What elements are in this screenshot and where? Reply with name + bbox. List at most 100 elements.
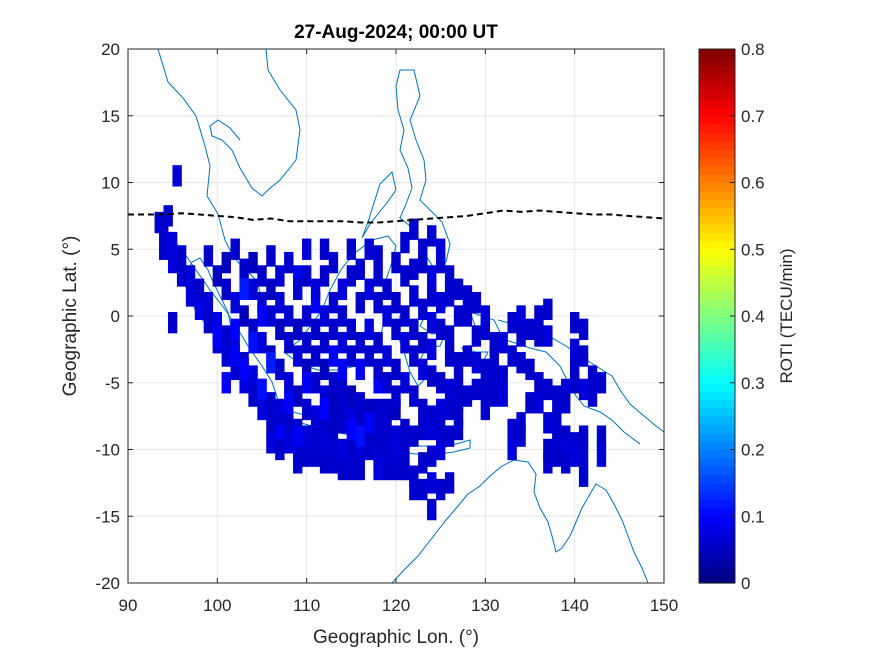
roti-cell [516, 412, 526, 434]
roti-cell [221, 345, 231, 367]
roti-cell [427, 225, 437, 247]
colorbar-segment [699, 541, 735, 551]
colorbar-segment [699, 149, 735, 159]
roti-cell [293, 452, 303, 474]
colorbar-segment [699, 407, 735, 417]
colorbar-segment [699, 82, 735, 92]
roti-cell [543, 438, 553, 461]
x-axis-ticks: 90 100 110 120 130 140 150 [119, 49, 678, 615]
roti-cell [310, 278, 321, 300]
roti-cell [355, 458, 365, 481]
colorbar-segment [699, 57, 735, 67]
roti-cell [328, 291, 339, 314]
colorbar-segment [699, 424, 735, 434]
roti-cell [230, 358, 240, 381]
roti-cell [534, 305, 544, 327]
roti-cell [275, 291, 285, 314]
roti-cell [418, 298, 428, 321]
roti-cell [525, 318, 535, 341]
roti-cell [391, 251, 401, 274]
roti-cell [578, 465, 589, 487]
roti-cell [337, 378, 348, 401]
roti-cell [569, 445, 580, 467]
roti-cell [328, 392, 339, 414]
colorbar-tick-label: 0.3 [741, 374, 765, 393]
colorbar-segment [699, 349, 735, 359]
coastline-lesser-sunda [395, 439, 471, 455]
roti-cell [516, 352, 526, 374]
roti-cell [301, 425, 312, 447]
roti-cell [516, 305, 526, 327]
roti-cell [578, 445, 589, 467]
roti-cell [507, 311, 517, 334]
roti-cell [435, 398, 446, 421]
roti-cell [373, 372, 383, 394]
roti-cell [221, 372, 231, 394]
colorbar-segment [699, 499, 735, 509]
roti-cell [561, 452, 571, 474]
x-tick-label: 90 [119, 596, 138, 615]
roti-cell [266, 305, 276, 327]
roti-cell [435, 418, 446, 441]
x-tick-label: 110 [293, 596, 320, 615]
roti-cell [275, 265, 285, 287]
roti-cell [310, 291, 321, 314]
roti-cell [248, 251, 258, 274]
colorbar-segment [699, 341, 735, 350]
roti-cell [337, 412, 348, 434]
roti-cell [266, 432, 276, 454]
roti-cell [373, 358, 383, 381]
roti-cell [275, 438, 285, 461]
roti-cell [400, 458, 410, 481]
roti-cell [444, 425, 455, 447]
colorbar-segment [699, 257, 735, 267]
roti-cell [427, 338, 437, 361]
roti-cell [293, 425, 303, 447]
roti-cell [248, 385, 258, 407]
roti-cell [337, 305, 348, 327]
roti-cell [578, 318, 589, 341]
roti-cell [543, 452, 553, 474]
colorbar-tick-label: 0.7 [741, 107, 765, 126]
roti-cell [319, 265, 330, 287]
colorbar [699, 49, 735, 584]
roti-cell [337, 398, 348, 421]
roti-cell [471, 325, 482, 347]
roti-cell [382, 458, 392, 481]
roti-cell [400, 372, 410, 394]
chart-title: 27-Aug-2024; 00:00 UT [294, 22, 498, 43]
roti-cell [569, 311, 580, 334]
roti-cell [578, 378, 589, 401]
roti-cell [427, 418, 437, 441]
roti-cell [266, 412, 276, 434]
roti-cell [239, 305, 249, 327]
roti-cell [284, 332, 294, 354]
roti-cell [391, 425, 401, 447]
colorbar-tick-label: 0.6 [741, 174, 765, 193]
roti-cell [301, 445, 312, 467]
roti-cell [409, 478, 419, 501]
roti-cell [248, 318, 258, 341]
roti-cell [453, 405, 464, 427]
roti-cell [346, 345, 357, 367]
roti-cell [319, 412, 330, 434]
roti-cell [328, 251, 339, 274]
roti-cell [221, 325, 231, 347]
x-tick-label: 100 [203, 596, 231, 615]
roti-cell [328, 345, 339, 367]
roti-cell [346, 405, 357, 427]
roti-cell [293, 318, 303, 341]
roti-cell [346, 418, 357, 441]
roti-cell [418, 478, 428, 501]
coastline-australia [391, 459, 649, 583]
roti-cell [534, 392, 544, 414]
roti-cell [543, 378, 553, 401]
roti-cell [230, 291, 240, 314]
roti-cell [257, 265, 267, 287]
roti-cell [172, 165, 182, 187]
roti-cell [391, 438, 401, 461]
roti-cell [373, 291, 383, 314]
roti-cell [319, 432, 330, 454]
colorbar-segment [699, 549, 735, 559]
colorbar-segment [699, 165, 735, 175]
